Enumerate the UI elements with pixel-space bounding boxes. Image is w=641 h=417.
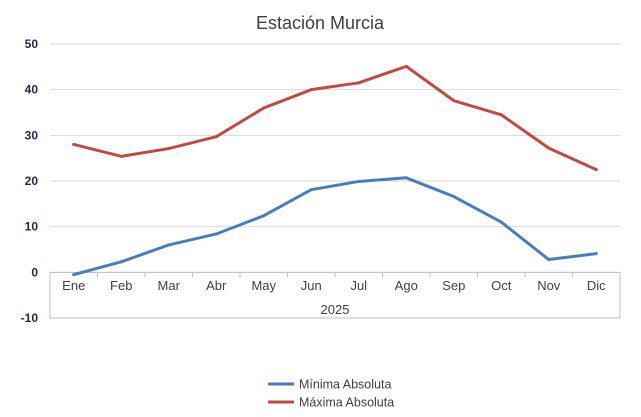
data-point <box>167 147 171 151</box>
x-tick-label: Abr <box>206 278 227 293</box>
data-point <box>262 214 266 218</box>
y-tick-label: 10 <box>25 220 39 234</box>
data-point <box>594 252 598 256</box>
x-tick-label: May <box>251 278 276 293</box>
data-point <box>452 195 456 199</box>
y-tick-label: 40 <box>25 83 39 97</box>
data-point <box>547 146 551 150</box>
x-group-label: 2025 <box>321 302 350 317</box>
chart-title: Estación Murcia <box>256 13 385 33</box>
data-point <box>214 232 218 236</box>
y-tick-label: -10 <box>21 311 39 325</box>
data-point <box>547 258 551 262</box>
y-tick-label: 50 <box>25 37 39 51</box>
series-lines <box>72 64 598 277</box>
data-point <box>404 176 408 180</box>
y-tick-label: 0 <box>31 265 38 279</box>
data-point <box>357 179 361 183</box>
data-point <box>499 220 503 224</box>
data-point <box>72 142 76 146</box>
data-point <box>262 106 266 110</box>
legend: Mínima Absoluta Máxima Absoluta <box>268 378 394 410</box>
data-point <box>119 260 123 264</box>
x-tick-label: Sep <box>442 278 465 293</box>
x-axis-ticks: Ene Feb Mar Abr May Jun Jul Ago Sep Oct Nov Dic <box>62 278 606 293</box>
x-tick-label: Dic <box>587 278 606 293</box>
x-tick-label: Jul <box>350 278 367 293</box>
x-tick-label: Feb <box>110 278 132 293</box>
x-tick-label: Jun <box>301 278 322 293</box>
series-line-0 <box>72 176 598 277</box>
data-point <box>404 64 408 68</box>
y-tick-label: 30 <box>25 128 39 142</box>
legend-label: Máxima Absoluta <box>299 396 394 410</box>
data-point <box>309 188 313 192</box>
series-line-1 <box>72 64 598 172</box>
x-tick-label: Oct <box>491 278 512 293</box>
legend-label: Mínima Absoluta <box>299 378 391 392</box>
y-axis-ticks: -10 0 10 20 30 40 50 <box>21 37 39 325</box>
data-point <box>499 113 503 117</box>
axes <box>49 271 621 319</box>
x-tick-label: Nov <box>537 278 561 293</box>
y-tick-label: 20 <box>25 174 39 188</box>
gridlines <box>50 43 620 273</box>
data-point <box>72 273 76 277</box>
data-point <box>119 154 123 158</box>
data-point <box>167 243 171 247</box>
x-tick-label: Mar <box>158 278 181 293</box>
x-tick-label: Ene <box>62 278 85 293</box>
data-point <box>357 81 361 85</box>
data-point <box>452 99 456 103</box>
data-point <box>594 168 598 172</box>
data-point <box>214 135 218 139</box>
data-point <box>309 88 313 92</box>
x-tick-label: Ago <box>395 278 418 293</box>
